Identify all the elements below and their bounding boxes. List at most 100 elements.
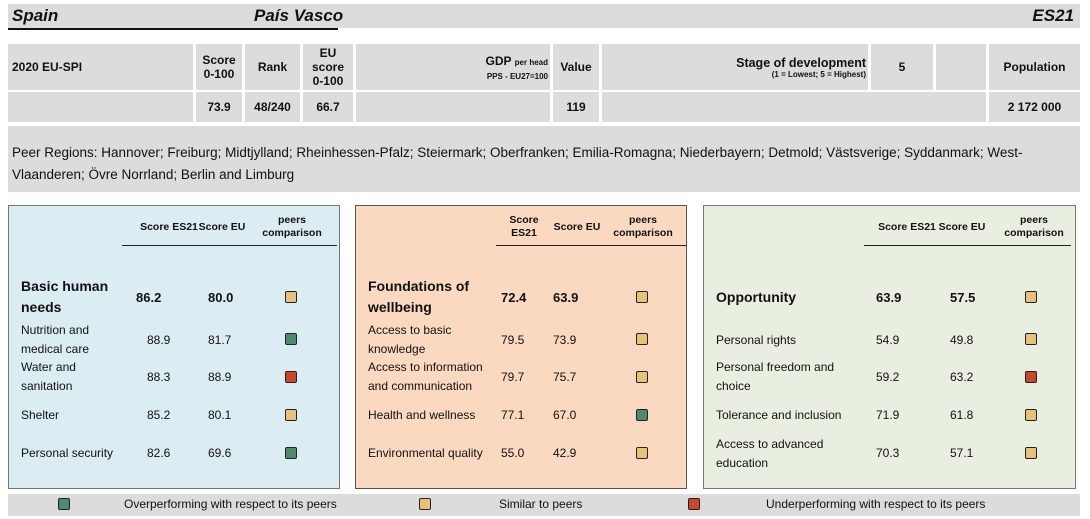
col-peers: peers comparison: [608, 214, 678, 240]
region-header: Spain País Vasco ES21: [8, 4, 1080, 30]
component-eu-score: 61.8: [950, 408, 974, 422]
component-label-line2: medical care: [21, 342, 90, 356]
population-header: Population: [989, 44, 1080, 90]
status-similar-icon: [1025, 333, 1037, 345]
component-label-line2: choice: [716, 379, 751, 393]
component-label-line2: education: [716, 456, 769, 470]
col-score-line2: ES21: [511, 227, 537, 239]
component-score: 70.3: [876, 446, 900, 460]
component-score: 79.7: [501, 370, 525, 384]
dimension-title-line1: Foundations of: [368, 278, 470, 294]
country-name: Spain: [12, 6, 59, 25]
col-score-eu: Score EU: [198, 221, 246, 233]
status-similar-icon: [1025, 291, 1037, 303]
peer-regions: Peer Regions: Hannover; Freiburg; Midtjy…: [8, 126, 1080, 192]
rank-header: Rank: [245, 44, 300, 90]
component-score: 79.5: [501, 333, 525, 347]
component-score: 88.9: [147, 333, 171, 347]
component-label: Access to basic knowledge: [368, 321, 451, 359]
panel-basic-human-needs: Score ES21 Score EU peers comparison Bas…: [8, 205, 340, 489]
col-peers: peers comparison: [257, 214, 327, 240]
score-header-line1: Score: [202, 53, 236, 67]
col-score-line1: Score: [509, 214, 539, 226]
eu-score-header: EU score 0-100: [303, 44, 353, 90]
component-label: Shelter: [21, 408, 60, 422]
component-label: Nutrition and medical care: [21, 321, 89, 359]
dimension-title-line1: Basic human: [21, 278, 109, 294]
dimension-eu-score: 80.0: [208, 290, 234, 305]
component-label: Water and sanitation: [21, 358, 76, 396]
blank-cell: [356, 92, 550, 122]
eu-score-value: 66.7: [303, 92, 353, 122]
dimension-title: Basic human needs: [21, 276, 108, 318]
status-similar-icon: [1025, 409, 1037, 421]
component-label: Environmental quality: [368, 446, 483, 460]
gdp-header-label: GDP: [485, 53, 512, 68]
component-label: Tolerance and inclusion: [716, 408, 842, 422]
col-score-eu: Score EU: [553, 221, 601, 233]
col-peers-line1: peers: [277, 214, 307, 226]
component-score: 59.2: [876, 370, 900, 384]
panel-opportunity: Score ES21 Score EU peers comparison Opp…: [703, 205, 1076, 489]
status-similar-icon: [636, 291, 648, 303]
component-score: 88.3: [147, 370, 171, 384]
eu-score-header-line2: 0-100: [312, 74, 344, 88]
col-peers-line1: peers: [628, 214, 658, 226]
gdp-header: GDP per head PPS - EU27=100: [356, 44, 550, 90]
stage-header-label: Stage of development: [736, 55, 866, 70]
component-score: 55.0: [501, 446, 525, 460]
legend: Overperforming with respect to its peers…: [8, 494, 1080, 516]
dimension-title-line2: needs: [21, 299, 62, 315]
component-label-line2: knowledge: [368, 342, 426, 356]
component-eu-score: 63.2: [950, 370, 974, 384]
blank-cell: [8, 92, 193, 122]
component-eu-score: 80.1: [208, 408, 232, 422]
dimension-score: 63.9: [876, 290, 902, 305]
dimension-title: Foundations of wellbeing: [368, 276, 469, 318]
stage-sub: (1 = Lowest; 5 = Highest): [771, 69, 866, 79]
dimension-score: 72.4: [501, 290, 527, 305]
header-rule: [496, 245, 686, 246]
status-similar-icon: [636, 447, 648, 459]
status-under-icon: [1025, 371, 1037, 383]
gdp-value: 119: [553, 92, 599, 122]
gdp-header-small: per head: [514, 57, 548, 67]
panel-foundations-of-wellbeing: Score ES21 Score EU peers comparison Fou…: [355, 205, 687, 489]
blank-cell: [936, 44, 986, 90]
dimension-title: Opportunity: [716, 289, 797, 305]
score-header-line2: 0-100: [203, 67, 235, 81]
blank-cell: [602, 92, 986, 122]
component-eu-score: 88.9: [208, 370, 232, 384]
status-similar-icon: [285, 291, 297, 303]
component-eu-score: 67.0: [553, 408, 577, 422]
col-peers-line1: peers: [1019, 214, 1049, 226]
header-rule: [864, 245, 1071, 246]
gdp-sub: PPS - EU27=100: [486, 71, 548, 81]
component-label-line1: Water and: [21, 360, 76, 374]
component-eu-score: 73.9: [553, 333, 577, 347]
status-over-icon: [285, 333, 297, 345]
status-similar-icon: [636, 371, 648, 383]
population-value: 2 172 000: [989, 92, 1080, 122]
rank-value: 48/240: [245, 92, 300, 122]
legend-under-icon: [688, 498, 700, 510]
stage-header: Stage of development (1 = Lowest; 5 = Hi…: [602, 44, 868, 90]
col-score-es21: Score ES21: [499, 214, 549, 240]
component-label-line2: and communication: [368, 379, 473, 393]
component-eu-score: 75.7: [553, 370, 577, 384]
component-label-line2: sanitation: [21, 379, 73, 393]
dimension-score: 86.2: [136, 290, 162, 305]
component-label-line1: Access to basic: [368, 323, 452, 337]
component-label: Personal rights: [716, 333, 797, 347]
col-score-es21: Score ES21: [878, 221, 936, 233]
score-value: 73.9: [196, 92, 242, 122]
col-score-eu: Score EU: [938, 221, 986, 233]
col-peers-line2: comparison: [1004, 227, 1064, 239]
component-score: 71.9: [876, 408, 900, 422]
value-header: Value: [553, 44, 599, 90]
component-eu-score: 57.1: [950, 446, 974, 460]
component-eu-score: 69.6: [208, 446, 232, 460]
eu-score-header-line1: EU score: [311, 46, 345, 74]
component-eu-score: 49.8: [950, 333, 974, 347]
component-label-line1: Nutrition and: [21, 323, 90, 337]
